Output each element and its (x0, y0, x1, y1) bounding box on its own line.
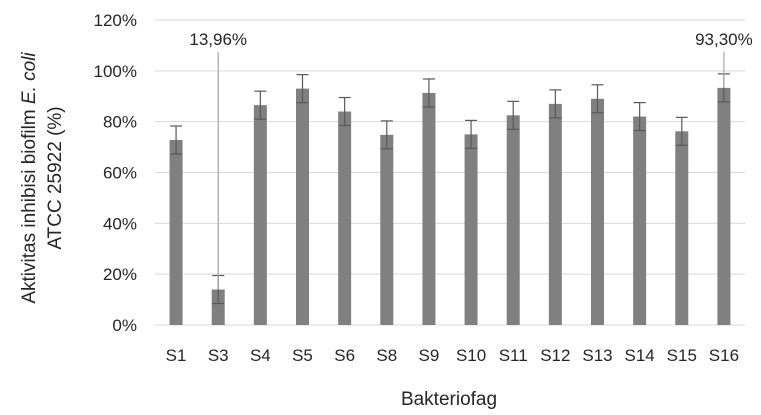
x-tick-labels: S1 S3 S4 S5 S6 S8 S9 S10 S11 S12 S13 S14 S15 S16 (166, 346, 739, 365)
bar-s12 (548, 103, 562, 325)
x-tick-label: S11 (499, 346, 528, 365)
error-bar (338, 96, 351, 127)
bar-s9 (422, 92, 436, 325)
y-tick-label: 0% (112, 316, 137, 335)
y-tick-label: 20% (103, 265, 137, 284)
bar-s5 (296, 88, 309, 325)
x-tick-label: S15 (667, 346, 697, 365)
annotations: 13,96% 93,30% (189, 30, 753, 290)
x-tick-label: S5 (292, 346, 313, 365)
x-tick-label: S9 (419, 346, 440, 365)
x-tick-label: S16 (709, 346, 739, 365)
bar-s10 (464, 134, 478, 325)
bar-s11 (506, 115, 520, 325)
x-tick-label: S1 (166, 346, 187, 365)
x-axis-title: Bakteriofag (401, 389, 497, 410)
x-tick-label: S6 (334, 346, 355, 365)
bar-s14 (633, 116, 647, 325)
error-bar (170, 125, 183, 155)
x-tick-label: S13 (582, 346, 612, 365)
y-tick-label: 120% (94, 11, 137, 30)
bar-s6 (338, 111, 352, 325)
gridlines (155, 19, 745, 326)
y-tick-label: 100% (94, 62, 137, 81)
bar-s4 (253, 105, 267, 325)
y-tick-labels: 0% 20% 40% 60% 80% 100% 120% (94, 11, 137, 335)
bar-s8 (380, 134, 394, 325)
bar-s1 (169, 139, 183, 325)
error-bar (507, 100, 520, 130)
x-tick-label: S3 (208, 346, 229, 365)
annotation-label: 13,96% (189, 30, 247, 49)
error-bar (422, 78, 435, 108)
y-tick-label: 80% (103, 113, 137, 132)
error-bar (254, 90, 267, 120)
error-bar (380, 120, 393, 150)
bar-s15 (675, 131, 689, 325)
bars (169, 87, 731, 326)
error-bar (591, 84, 604, 114)
y-axis-title-italic: E. coli (19, 52, 40, 105)
error-bar (549, 89, 562, 119)
error-bar (675, 116, 688, 146)
annotation-label: 93,30% (695, 30, 753, 49)
bar-s3 (211, 289, 225, 325)
y-axis-title-prefix: Aktivitas inhibisi biofilm (19, 104, 40, 304)
x-tick-label: S4 (250, 346, 271, 365)
x-tick-label: S8 (376, 346, 397, 365)
bar-s13 (591, 98, 604, 326)
error-bar (296, 74, 309, 104)
y-tick-label: 60% (103, 164, 137, 183)
x-tick-label: S10 (456, 346, 486, 365)
x-tick-label: S12 (540, 346, 570, 365)
y-tick-label: 40% (103, 214, 137, 233)
error-bar (633, 102, 646, 132)
x-tick-label: S14 (625, 346, 655, 365)
bar-s16 (717, 87, 731, 325)
error-bar (465, 119, 478, 149)
y-axis-title-line2: ATCC 25922 (%) (45, 106, 66, 249)
error-bars (170, 73, 730, 305)
y-axis-title: Aktivitas inhibisi biofilm E. coli (19, 52, 40, 304)
